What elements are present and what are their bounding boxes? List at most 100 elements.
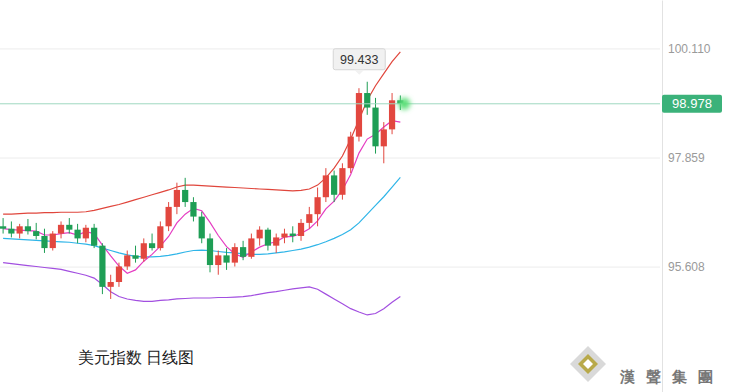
candle-body [248, 238, 254, 256]
candle [8, 221, 14, 237]
candle [41, 229, 47, 253]
watermark: 漢聲集團 [570, 346, 724, 385]
candle [25, 219, 31, 235]
background [0, 0, 730, 392]
candle-body [17, 226, 23, 233]
candle [273, 234, 279, 253]
candle-body [281, 234, 287, 238]
candle-body [364, 93, 370, 108]
chart-title: 美元指数 日线图 [78, 349, 194, 366]
candle-body [83, 228, 89, 239]
candle-body [215, 255, 221, 265]
last-price-label: 98.978 [662, 95, 722, 113]
grid-line [0, 267, 660, 268]
candle [248, 234, 254, 259]
candle [339, 163, 345, 199]
candle [83, 225, 89, 242]
candle [132, 246, 138, 263]
candle [257, 226, 263, 245]
candle-body [25, 226, 31, 231]
candle [223, 248, 229, 270]
candle [50, 231, 56, 250]
candle-body [331, 175, 337, 194]
candle-body [298, 223, 304, 236]
candle [240, 241, 246, 260]
candle-wick [135, 246, 136, 263]
candle-body [41, 236, 47, 248]
candle-body [132, 255, 138, 258]
candle-body [99, 246, 105, 287]
tick-label: 100.110 [668, 42, 711, 56]
candle-body [257, 230, 263, 239]
candle-body [182, 190, 188, 202]
candle [91, 224, 97, 248]
candle [116, 263, 122, 287]
last-price-box [662, 95, 722, 113]
candle [99, 243, 105, 294]
chart: 95.60897.859100.11098.97899.433美元指数 日线图漢… [0, 0, 730, 392]
candle [124, 251, 130, 270]
candle [215, 251, 221, 275]
candle-body [141, 243, 147, 259]
candle [281, 229, 287, 244]
candle-body [108, 282, 114, 287]
candle [389, 93, 395, 134]
candle [174, 183, 180, 214]
candle-body [240, 247, 246, 257]
candle-body [381, 129, 387, 146]
tooltip-text: 99.433 [340, 53, 378, 67]
logo-inner [578, 354, 598, 374]
candle-body [389, 100, 395, 129]
candle-body [66, 225, 72, 230]
candle-body [223, 255, 229, 262]
tick: 100.110 [662, 42, 711, 56]
candle-body [124, 255, 130, 266]
candle-body [0, 226, 6, 228]
candle [108, 275, 114, 299]
candle-body [190, 202, 196, 217]
candle [372, 98, 378, 154]
candle-body [58, 225, 64, 234]
candle [207, 234, 213, 273]
candle [265, 228, 271, 251]
tooltip-box [333, 49, 385, 70]
candle-body [290, 234, 296, 236]
candle [306, 207, 312, 229]
band-line [3, 121, 400, 274]
logo-core [583, 359, 593, 369]
candle-wick [3, 218, 4, 234]
candle [33, 223, 39, 239]
last-price-text: 98.978 [672, 96, 712, 111]
candle-body [306, 214, 312, 223]
candle [331, 171, 337, 202]
candle-body [356, 93, 362, 137]
axis-line [662, 1, 663, 392]
candle-body [149, 243, 155, 248]
candle-body [91, 228, 97, 246]
candle-body [339, 168, 345, 195]
last-price-glow [398, 98, 410, 110]
candle [66, 218, 72, 234]
candle-body [273, 237, 279, 245]
candles [0, 82, 403, 299]
candle [0, 218, 6, 234]
last-price-line [0, 103, 660, 104]
candle-body [323, 175, 329, 197]
tick-label: 97.859 [668, 151, 705, 165]
grid-line [0, 48, 660, 49]
watermark-text: 漢聲集團 [619, 368, 724, 385]
candle [141, 238, 147, 261]
band-line [3, 263, 400, 315]
candle-body [74, 230, 80, 239]
grid [0, 49, 660, 267]
candle-body [232, 247, 238, 263]
candle [348, 132, 354, 173]
candle-body [50, 234, 56, 249]
candle-body [199, 217, 205, 239]
candle-body [372, 108, 378, 147]
plot-area [0, 52, 660, 315]
candle [166, 202, 172, 231]
candle [381, 122, 387, 163]
candle-body [157, 226, 163, 248]
candle-body [174, 190, 180, 207]
